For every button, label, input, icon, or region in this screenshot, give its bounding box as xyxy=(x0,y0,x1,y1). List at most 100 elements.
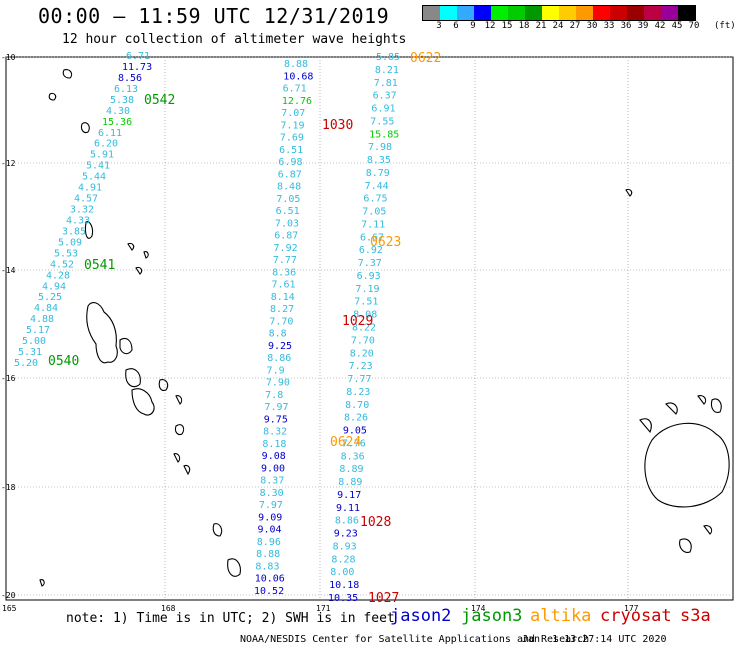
legend-swatch xyxy=(644,6,661,20)
legend-tick-label: 12 xyxy=(484,21,496,31)
legend-tick-label: 30 xyxy=(586,21,598,31)
track-a-value: 5.44 xyxy=(82,172,106,183)
latitude-label: -20 xyxy=(1,591,16,600)
coastline-island xyxy=(127,242,135,251)
legend-swatch xyxy=(508,6,525,20)
track-c-value: 8.93 xyxy=(333,541,357,552)
track-a-value: 6.13 xyxy=(114,84,138,95)
track-b-value: 8.8 xyxy=(269,329,287,340)
track-b-value: 7.05 xyxy=(276,194,300,205)
track-b-value: 9.00 xyxy=(261,463,285,474)
track-a-value: 4.33 xyxy=(66,215,90,226)
track-b-value: 9.09 xyxy=(258,512,282,523)
track-b-value: 8.88 xyxy=(284,59,308,70)
pass-time-label: 0624 xyxy=(330,435,361,450)
legend-cryosat: cryosat xyxy=(600,606,672,626)
legend-tick-label: 15 xyxy=(501,21,513,31)
coastline-island xyxy=(665,402,678,415)
legend-swatch xyxy=(491,6,508,20)
track-c-value: 9.23 xyxy=(334,529,358,540)
legend-altika: altika xyxy=(530,606,592,626)
legend-tick-label: 18 xyxy=(518,21,530,31)
track-a-value: 5.25 xyxy=(38,292,62,303)
track-b-value: 7.70 xyxy=(269,316,293,327)
track-c-value: 7.11 xyxy=(361,219,385,230)
track-b-value: 6.51 xyxy=(276,206,300,217)
track-c-value: 8.86 xyxy=(335,516,359,527)
track-b-value: 10.06 xyxy=(255,574,285,585)
legend-unit: (ft) xyxy=(714,21,736,31)
track-b-value: 7.9 xyxy=(267,365,285,376)
coastline-island xyxy=(212,523,223,537)
legend-tick-label: 27 xyxy=(569,21,581,31)
track-b-value: 8.83 xyxy=(255,561,279,572)
coastline-island xyxy=(697,395,707,405)
swh-color-legend: 3 6 9 12 15 18 21 24 27 30 33 36 39 42 45 70 (ft) xyxy=(422,5,736,31)
track-b-value: 7.97 xyxy=(259,500,283,511)
track-c-value: 8.08 xyxy=(353,310,377,321)
pass-time-label: 1027 xyxy=(368,591,399,606)
track-a-value: 4.52 xyxy=(50,259,74,270)
longitude-label: 171 xyxy=(316,604,331,613)
track-b-value: 8.96 xyxy=(257,537,281,548)
track-c-value: 10.18 xyxy=(329,580,359,591)
track-a-value: 4.30 xyxy=(106,106,130,117)
coastline-island xyxy=(39,579,45,587)
track-a-value: 5.38 xyxy=(110,95,134,106)
track-c-value: 15.85 xyxy=(369,129,399,140)
track-c-value: 5.85 xyxy=(376,52,400,63)
pass-time-label: 0540 xyxy=(48,354,79,369)
legend-labels: 3 6 9 12 15 18 21 24 27 30 33 36 39 42 45 70 xyxy=(422,21,740,33)
track-a-value: 6.20 xyxy=(94,139,118,150)
track-b-value: 9.25 xyxy=(268,341,292,352)
credit-line: NOAA/NESDIS Center for Satellite Applica… xyxy=(240,634,590,645)
track-c-value: 8.89 xyxy=(339,464,363,475)
track-b-value: 7.61 xyxy=(271,280,295,291)
legend-swatch xyxy=(542,6,559,20)
legend-swatch xyxy=(627,6,644,20)
legend-tick-label: 36 xyxy=(620,21,632,31)
coastline-island xyxy=(175,395,183,405)
track-b-value: 10.52 xyxy=(254,586,284,597)
track-b-value: 9.08 xyxy=(262,451,286,462)
track-b-value: 7.8 xyxy=(265,390,283,401)
track-a-value: 5.00 xyxy=(22,336,46,347)
track-b-value: 8.86 xyxy=(267,353,291,364)
coastline-island xyxy=(135,266,143,275)
map-frame xyxy=(5,56,734,601)
track-a-value: 5.53 xyxy=(54,248,78,259)
coastline-island xyxy=(119,337,133,355)
track-b-value: 8.18 xyxy=(262,439,286,450)
track-c-value: 8.28 xyxy=(331,554,355,565)
footer-note: note: 1) Time is in UTC; 2) SWH is in fe… xyxy=(66,611,395,626)
pass-time-label: 1030 xyxy=(322,118,353,133)
legend-jason2: jason2 xyxy=(390,606,452,626)
track-b-value: 6.71 xyxy=(283,84,307,95)
longitude-label: 165 xyxy=(2,604,17,613)
track-c-value: 8.36 xyxy=(341,451,365,462)
longitude-label: 174 xyxy=(471,604,486,613)
coastline-island xyxy=(143,251,149,259)
coastline-island xyxy=(625,188,633,197)
track-values: 6.7111.738.566.135.384.3015.366.116.205.… xyxy=(14,51,400,604)
coastline-island xyxy=(131,388,155,416)
legend-tick-label: 39 xyxy=(637,21,649,31)
track-c-value: 7.37 xyxy=(358,258,382,269)
pass-time-label: 1028 xyxy=(360,515,391,530)
track-c-value: 10.35 xyxy=(328,593,358,604)
track-c-value: 8.21 xyxy=(375,65,399,76)
track-a-value: 5.20 xyxy=(14,358,38,369)
track-a-value: 5.09 xyxy=(58,237,82,248)
longitude-label: 168 xyxy=(161,604,176,613)
legend-swatches xyxy=(422,5,696,21)
track-b-value: 8.27 xyxy=(270,304,294,315)
pass-time-label: 0541 xyxy=(84,258,115,273)
track-c-value: 8.20 xyxy=(350,348,374,359)
track-c-value: 7.51 xyxy=(354,297,378,308)
track-c-value: 9.05 xyxy=(343,426,367,437)
track-a-value: 5.31 xyxy=(18,347,42,358)
track-b-value: 12.76 xyxy=(282,96,312,107)
legend-tick-label: 70 xyxy=(688,21,700,31)
coastline-island xyxy=(710,398,722,413)
